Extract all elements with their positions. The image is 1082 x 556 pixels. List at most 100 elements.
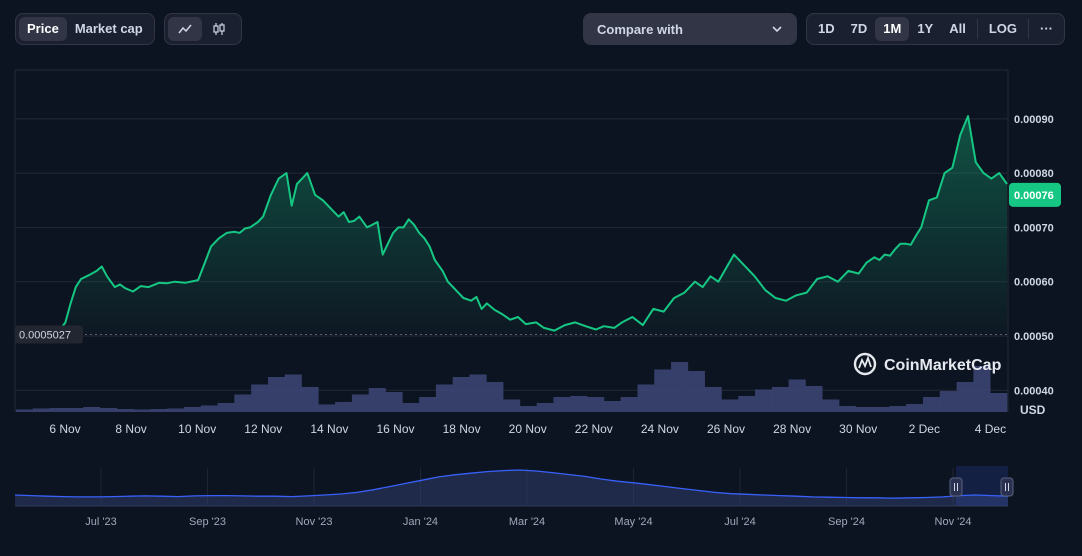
- volume-bar: [32, 408, 50, 412]
- volume-bar: [99, 408, 118, 412]
- navigator-left-handle[interactable]: [949, 477, 963, 497]
- line-chart-icon: [178, 24, 192, 34]
- x-tick-label: 8 Nov: [115, 422, 146, 436]
- volume-bar: [301, 387, 319, 412]
- navigator-tick-label: Sep '24: [828, 516, 865, 528]
- volume-bar: [805, 386, 823, 412]
- y-tick-label: 0.00040: [1014, 385, 1054, 397]
- y-tick-label: 0.00090: [1014, 114, 1054, 126]
- tab-price[interactable]: Price: [19, 17, 67, 41]
- y-tick-label: 0.00080: [1014, 168, 1054, 180]
- volume-bar: [368, 388, 386, 412]
- y-tick-label: 0.00060: [1014, 277, 1054, 289]
- volume-bar: [755, 389, 773, 412]
- volume-bar: [889, 406, 907, 412]
- range-1m-button[interactable]: 1M: [875, 17, 910, 41]
- coinmarketcap-watermark: CoinMarketCap: [853, 352, 1002, 376]
- volume-bar: [318, 404, 336, 412]
- price-line: [54, 115, 1008, 337]
- navigator-right-handle[interactable]: [1000, 477, 1014, 497]
- navigator-selection[interactable]: [956, 466, 1008, 506]
- volume-bar: [788, 379, 806, 412]
- reference-label-box: [15, 325, 83, 344]
- volume-bar: [150, 409, 168, 412]
- navigator-tick-label: Mar '24: [509, 516, 545, 528]
- navigator-tick-label: May '24: [614, 516, 652, 528]
- volume-bar: [452, 377, 470, 412]
- volume-bar: [385, 392, 403, 412]
- price-marketcap-toggle: Price Market cap: [15, 13, 155, 45]
- volume-bar: [284, 374, 302, 412]
- compare-with-label: Compare with: [597, 21, 683, 37]
- volume-bar: [133, 409, 151, 412]
- range-navigator[interactable]: Jul '23 Sep '23 Nov '23 Jan '24 Mar '24 May '…: [0, 462, 1082, 552]
- current-price-value: 0.00076: [1014, 190, 1054, 202]
- y-tick-label: 0.00070: [1014, 222, 1054, 234]
- range-1y-button[interactable]: 1Y: [917, 21, 934, 36]
- volume-bar: [939, 391, 957, 412]
- volume-bar: [570, 396, 588, 412]
- compare-with-dropdown[interactable]: Compare with: [583, 13, 797, 45]
- x-tick-label: 20 Nov: [509, 422, 547, 436]
- volume-bar: [402, 403, 420, 412]
- volume-bar: [603, 401, 621, 412]
- x-tick-label: 4 Dec: [975, 422, 1006, 436]
- volume-bar: [721, 399, 739, 412]
- volume-bar: [855, 407, 873, 412]
- volume-bar: [83, 407, 101, 412]
- x-tick-label: 28 Nov: [773, 422, 811, 436]
- range-selector: 1D 7D 1M 1Y All LOG ···: [806, 13, 1065, 45]
- volume-bar: [654, 369, 672, 412]
- candlestick-button[interactable]: [202, 17, 236, 41]
- volume-bar: [923, 397, 941, 412]
- range-7d-button[interactable]: 7D: [850, 21, 868, 36]
- price-chart[interactable]: 0.00040 0.00050 0.00060 0.00070 0.00080 0.000…: [0, 0, 1082, 440]
- x-tick-label: 24 Nov: [641, 422, 679, 436]
- volume-bar: [116, 409, 134, 412]
- navigator-tick-label: Jul '23: [85, 516, 116, 528]
- volume-bar: [503, 399, 521, 412]
- tab-market-cap[interactable]: Market cap: [74, 21, 143, 36]
- volume-bar: [587, 397, 605, 412]
- range-1d-button[interactable]: 1D: [818, 21, 835, 36]
- volume-bar: [990, 393, 1008, 412]
- x-tick-label: 30 Nov: [839, 422, 877, 436]
- volume-bar: [704, 387, 722, 412]
- currency-label: USD: [1020, 403, 1046, 417]
- volume-bar: [49, 408, 67, 412]
- x-tick-label: 12 Nov: [244, 422, 282, 436]
- navigator-line: [14, 469, 1009, 499]
- line-chart-button[interactable]: [168, 17, 202, 41]
- log-scale-button[interactable]: LOG: [988, 21, 1018, 36]
- y-tick-label: 0.00050: [1014, 331, 1054, 343]
- current-price-badge: [1009, 182, 1061, 207]
- range-all-button[interactable]: All: [949, 21, 966, 36]
- volume-bar: [267, 377, 286, 412]
- price-area-fill: [55, 116, 1007, 336]
- x-tick-label: 14 Nov: [310, 422, 348, 436]
- volume-bar: [536, 403, 554, 412]
- volume-bar: [738, 396, 756, 412]
- x-tick-label: 16 Nov: [376, 422, 414, 436]
- x-tick-label: 22 Nov: [575, 422, 613, 436]
- navigator-tick-label: Sep '23: [189, 516, 226, 528]
- divider: [1028, 19, 1030, 39]
- volume-bar: [16, 409, 34, 412]
- x-tick-label: 2 Dec: [909, 422, 940, 436]
- chevron-down-icon: [772, 26, 782, 33]
- divider: [976, 19, 978, 39]
- volume-bar: [335, 402, 353, 412]
- volume-bar: [351, 394, 370, 412]
- x-tick-label: 10 Nov: [178, 422, 216, 436]
- volume-bar: [251, 384, 269, 412]
- volume-bar: [771, 387, 789, 412]
- volume-bar: [872, 407, 890, 412]
- volume-bar: [519, 406, 537, 412]
- volume-bar: [620, 397, 638, 412]
- candlestick-icon: [213, 23, 225, 35]
- volume-bar: [486, 382, 504, 412]
- more-options-button[interactable]: ···: [1040, 21, 1054, 36]
- x-tick-label: 26 Nov: [707, 422, 745, 436]
- volume-bar: [637, 384, 655, 412]
- volume-bar: [956, 382, 974, 412]
